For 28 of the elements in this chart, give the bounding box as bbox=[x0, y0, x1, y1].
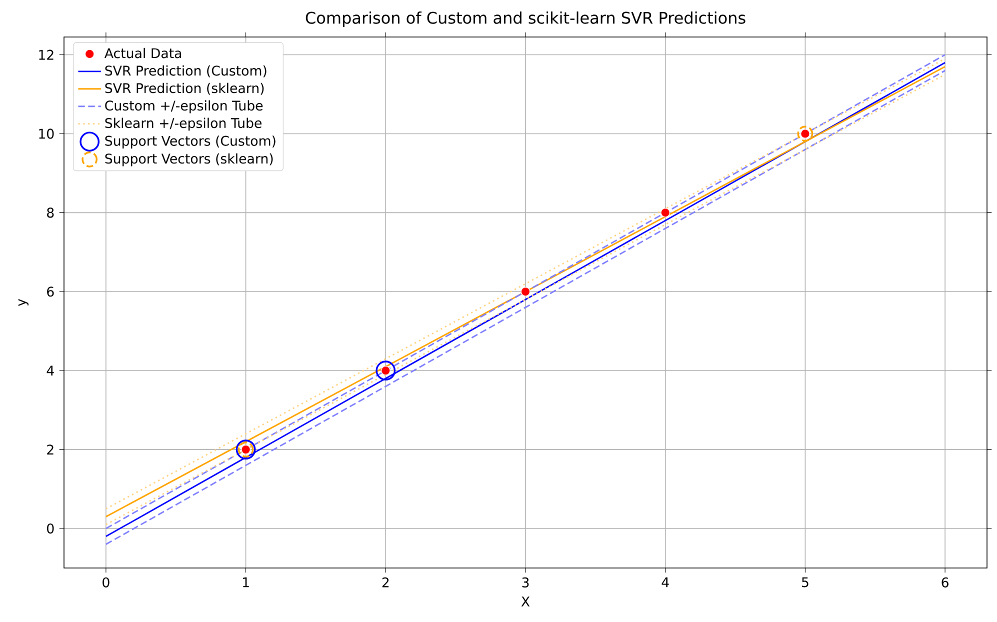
x-tick-label: 5 bbox=[802, 577, 808, 588]
chart-title: Comparison of Custom and scikit-learn SVR Predictions bbox=[306, 11, 746, 27]
x-tick-label: 3 bbox=[522, 577, 529, 588]
legend-label: Support Vectors (Custom) bbox=[105, 136, 276, 148]
legend-label: Support Vectors (sklearn) bbox=[105, 153, 273, 166]
y-tick-label: 12 bbox=[39, 50, 54, 60]
point bbox=[797, 126, 814, 142]
point bbox=[520, 286, 530, 296]
x-axis-title: X bbox=[521, 596, 530, 606]
legend-label: SVR Prediction (sklearn) bbox=[105, 82, 264, 95]
x-tick-label: 4 bbox=[662, 577, 669, 588]
y-axis-title: y bbox=[18, 298, 29, 306]
y-tick-label: 8 bbox=[47, 208, 54, 218]
y-tick-label: 2 bbox=[47, 444, 54, 455]
y-tick-label: 0 bbox=[47, 523, 54, 534]
point bbox=[660, 208, 670, 218]
x-tick-label: 2 bbox=[382, 577, 389, 588]
legend-label: SVR Prediction (Custom) bbox=[105, 65, 266, 78]
y-tick-label: 4 bbox=[46, 366, 54, 376]
x-tick-label: 1 bbox=[243, 577, 249, 588]
legend-label: Custom +/-epsilon Tube bbox=[105, 100, 263, 114]
legend-label: Sklearn +/-epsilon Tube bbox=[105, 118, 262, 131]
point bbox=[376, 360, 396, 381]
y-tick-label: 6 bbox=[47, 286, 54, 297]
x-tick-label: 6 bbox=[942, 577, 948, 588]
legend-label: Actual Data bbox=[104, 48, 182, 58]
y-tick-label: 10 bbox=[39, 128, 54, 139]
x-tick-label: 0 bbox=[102, 577, 110, 588]
